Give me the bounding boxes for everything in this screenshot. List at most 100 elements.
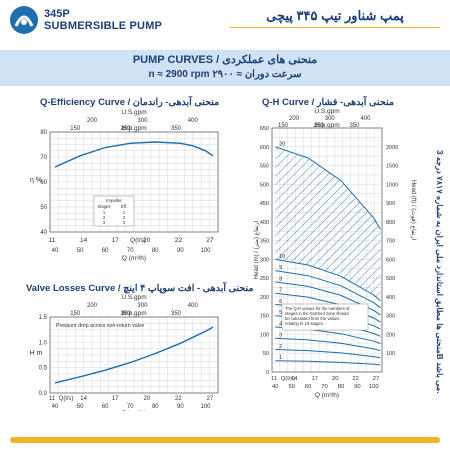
stage-label: 3 <box>279 333 282 339</box>
standard-note: منحنی ها مطابق استاندارد ملی ایران به شم… <box>435 150 444 394</box>
stage-label: 7 <box>279 288 282 294</box>
ls-tick-label: 11 <box>49 396 56 402</box>
y-right-tick-label: 200 <box>386 332 395 338</box>
x-tick-label: 60 <box>102 248 109 254</box>
ls-tick-label: 17 <box>112 396 119 402</box>
qh-chart-title: Q-H Curve / منحنی آبدهی- فشار <box>262 97 394 108</box>
x-axis-mid-label: Q(l/s) <box>281 376 295 382</box>
ls-tick-label: 27 <box>206 237 214 244</box>
impeller-table-cell: 3 <box>103 220 106 225</box>
stage-1-line <box>275 360 381 366</box>
impgpm-tick-label: 150 <box>70 126 81 132</box>
x-tick-label: 100 <box>200 248 211 254</box>
y-tick-label: 100 <box>260 332 269 338</box>
eff-chart-title: Q-Efficiency Curve / منحنی آبدهی- راندما… <box>40 97 220 108</box>
impgpm-tick-label: 350 <box>171 126 182 132</box>
impgpm-tick-label: 350 <box>171 311 182 317</box>
y-right-axis-label: Head (ft) / ارتفاع (فوت) <box>410 180 417 241</box>
x-tick-label: 50 <box>288 384 294 390</box>
y-right-tick-label: 2000 <box>386 145 398 151</box>
model-name: SUBMERSIBLE PUMP <box>44 20 163 32</box>
y-tick-label: 50 <box>40 205 47 211</box>
top-axis-label: U.S.gpm <box>121 294 146 301</box>
valve-annotation: Pressure drop across non-return valve <box>56 323 144 329</box>
impeller-table-title: Impeller <box>106 198 123 203</box>
header-bar <box>0 0 450 52</box>
ls-tick-label: 11 <box>49 237 56 244</box>
y-tick-label: 550 <box>260 164 269 170</box>
ls-tick-label: 14 <box>80 237 88 244</box>
y-axis-label: Head (m) / ارتفاع (متر) <box>253 220 260 279</box>
top-axis-label: U.S.gpm <box>121 109 146 116</box>
plot-frame <box>271 127 383 373</box>
x-tick-label: 90 <box>354 384 360 390</box>
ls-tick-label: 17 <box>312 376 318 382</box>
usgpm-tick-label: 400 <box>188 303 199 309</box>
impeller-table-cell: 1 <box>123 210 126 215</box>
impeller-table-frame <box>93 195 135 227</box>
usgpm-tick-label: 200 <box>87 303 98 309</box>
stage-label: 8 <box>279 276 282 282</box>
x-tick-label: 70 <box>321 384 327 390</box>
valve-chart-title: Valve Losses Curve / منحنی آبدهی - افت س… <box>26 283 254 294</box>
ls-tick-label: 20 <box>143 396 150 402</box>
page-title: پمپ شناور تیپ ۳۴۵ پیچی <box>230 5 440 28</box>
impgpm-tick-label: 250 <box>121 311 132 317</box>
usgpm-tick-label: 300 <box>137 303 148 309</box>
impgpm-tick-label: 350 <box>349 123 360 129</box>
x-tick-label: 40 <box>52 248 59 254</box>
ls-tick-label: 17 <box>112 237 120 244</box>
note-line: stages in the hatched zone should <box>285 311 349 316</box>
stage-label: 10 <box>279 254 285 260</box>
stage-10-line <box>275 258 381 302</box>
curves-banner <box>0 50 450 86</box>
model-code: 345P <box>44 8 70 20</box>
y-right-tick-label: 900 <box>386 201 395 207</box>
y-right-tick-label: 700 <box>386 239 395 245</box>
y-tick-label: 150 <box>260 314 269 320</box>
y-axis-label: η % <box>30 177 42 184</box>
x-tick-label: 80 <box>152 404 159 410</box>
top-axis-label: U.S.gpm <box>314 108 339 115</box>
x-tick-label: 70 <box>127 404 134 410</box>
y-tick-label: 450 <box>260 201 269 207</box>
y-right-tick-label: 100 <box>386 351 395 357</box>
y-tick-label: 40 <box>40 230 47 236</box>
y-right-tick-label: 1500 <box>386 164 398 170</box>
y-right-tick-label: 1000 <box>386 182 398 188</box>
ls-tick-label: 11 <box>271 376 277 382</box>
stage-20-line <box>275 146 381 230</box>
y-tick-label: 60 <box>40 180 47 186</box>
valve-loss-series-line <box>54 326 214 384</box>
stage-9-line <box>275 270 381 309</box>
ls-tick-label: 14 <box>291 376 298 382</box>
ls-tick-label: 27 <box>373 376 379 382</box>
x-tick-label: 90 <box>177 248 184 254</box>
impeller-table-cell: 3 <box>123 220 126 225</box>
note-line: relating to 19 stages. <box>285 321 324 326</box>
x-axis-mid-label: Q(l/s) <box>130 237 146 244</box>
y-right-tick-label: 400 <box>386 295 395 301</box>
banner-title: PUMP CURVES / منحنی های عملکردی <box>132 54 318 66</box>
impgpm-tick-label: 250 <box>314 123 325 129</box>
x-tick-label: 80 <box>152 248 159 254</box>
y-tick-label: 1.0 <box>39 340 48 346</box>
y-tick-label: 300 <box>260 257 269 263</box>
usgpm-tick-label: 400 <box>360 116 371 122</box>
x-tick-label: 40 <box>52 404 59 410</box>
impeller-table-cell: 2 <box>103 215 106 220</box>
x-axis-label: Q (m³/h) <box>315 392 339 399</box>
x-tick-label: 60 <box>102 404 109 410</box>
valve-losses-chart: U.S.gpm 200 300 400 Imp.gpm 150 250 350 0.0 0.5 1.… <box>30 294 219 411</box>
y-tick-label: 500 <box>260 182 269 188</box>
y-tick-label: 1.5 <box>39 315 48 321</box>
y-tick-label: 200 <box>260 295 269 301</box>
impeller-table-cell: 1 <box>103 210 106 215</box>
x-tick-label: 50 <box>77 248 84 254</box>
y-right-tick-label: 300 <box>386 314 395 320</box>
stage-label: 4 <box>279 321 282 327</box>
stage-3-line <box>275 337 381 352</box>
stage-label: 20 <box>279 141 285 147</box>
